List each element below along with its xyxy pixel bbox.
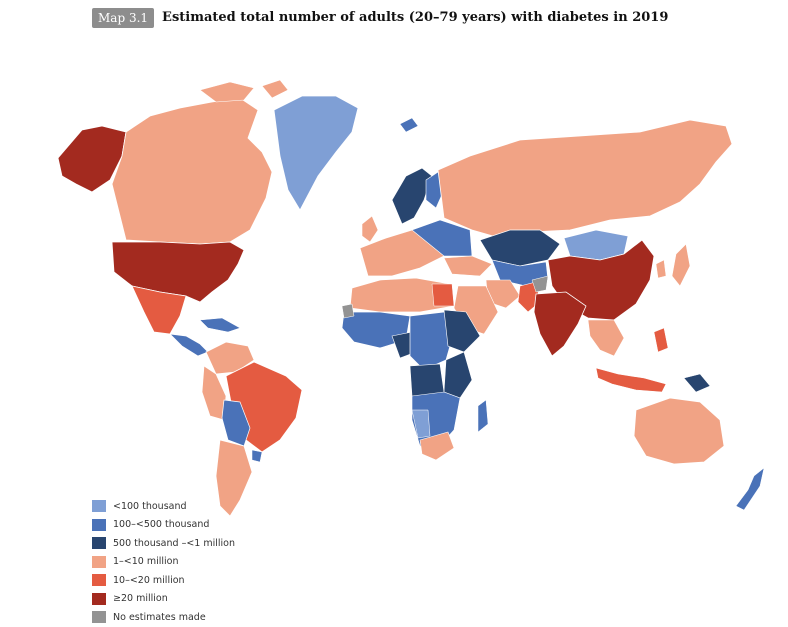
region-korea — [655, 259, 667, 279]
region-egypt — [431, 283, 455, 307]
region-uk-ireland — [361, 215, 379, 243]
region-usa — [111, 241, 245, 303]
region-turkey-caucasus — [443, 255, 493, 277]
legend-item: 10–<20 million — [92, 571, 235, 590]
legend-item: 1–<10 million — [92, 553, 235, 572]
world-map-svg — [57, 80, 765, 517]
legend-item: ≥20 million — [92, 590, 235, 609]
world-map — [40, 80, 780, 520]
region-canada — [111, 97, 273, 245]
legend-swatch-100to500k — [92, 518, 106, 531]
legend-swatch-1to10m — [92, 555, 106, 568]
region-indonesia — [595, 367, 667, 393]
legend-label: 500 thousand –<1 million — [113, 537, 235, 549]
region-afghanistan — [531, 275, 549, 293]
region-australia — [633, 397, 725, 465]
region-east-africa — [443, 351, 473, 399]
region-central-america — [169, 333, 209, 357]
legend-item: 500 thousand –<1 million — [92, 534, 235, 553]
legend-swatch-500kto1m — [92, 537, 106, 550]
region-western-sahara — [341, 303, 355, 319]
region-russia — [437, 119, 733, 239]
legend-item: <100 thousand — [92, 497, 235, 516]
legend-item: 100–<500 thousand — [92, 516, 235, 535]
legend-swatch-lt100k — [92, 500, 106, 513]
legend-label: <100 thousand — [113, 500, 187, 512]
map-number-badge: Map 3.1 — [92, 8, 155, 28]
legend-swatch-none — [92, 611, 106, 624]
region-alaska — [57, 125, 127, 193]
region-new-zealand — [735, 467, 765, 511]
region-namibia-botswana — [411, 409, 431, 439]
legend-label: No estimates made — [113, 611, 206, 623]
region-japan — [671, 243, 691, 287]
map-legend: <100 thousand 100–<500 thousand 500 thou… — [92, 497, 235, 627]
region-mexico — [131, 285, 187, 335]
region-ethiopia-sudan — [443, 309, 481, 353]
legend-label: 10–<20 million — [113, 574, 185, 586]
region-caribbean — [199, 317, 241, 333]
region-southeast-asia — [587, 319, 625, 357]
region-madagascar — [477, 399, 489, 433]
region-argentina-chile — [215, 439, 253, 517]
map-header: Map 3.1 Estimated total number of adults… — [92, 8, 668, 28]
region-iceland — [399, 117, 419, 133]
region-eastern-europe — [411, 219, 473, 257]
legend-swatch-ge20m — [92, 592, 106, 605]
region-greenland — [273, 95, 359, 211]
legend-label: ≥20 million — [113, 593, 168, 605]
legend-item: No estimates made — [92, 608, 235, 627]
region-uruguay — [251, 449, 263, 463]
region-south-africa — [419, 431, 455, 461]
legend-label: 1–<10 million — [113, 556, 179, 568]
legend-label: 100–<500 thousand — [113, 519, 210, 531]
region-philippines — [653, 327, 669, 353]
region-papua-new-guinea — [683, 373, 711, 393]
region-canada-arctic-islands — [199, 80, 289, 103]
map-title: Estimated total number of adults (20–79 … — [162, 10, 669, 25]
legend-swatch-10to20m — [92, 574, 106, 587]
region-india — [533, 291, 587, 357]
